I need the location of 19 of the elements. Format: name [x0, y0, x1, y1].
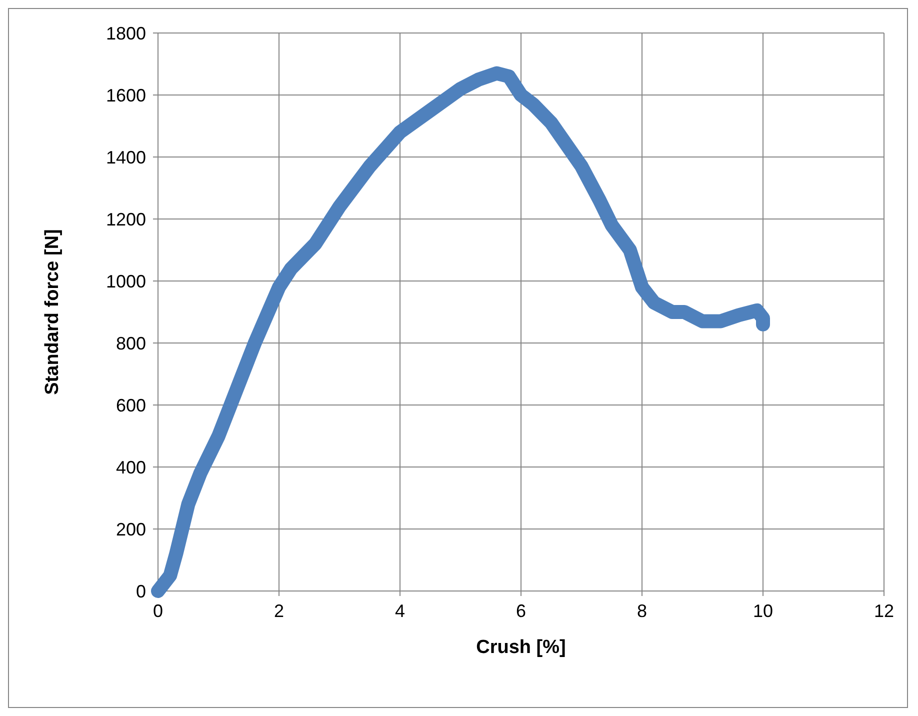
- y-tick-label: 200: [116, 519, 146, 540]
- x-tick-label: 12: [874, 601, 894, 621]
- x-tick-label: 10: [752, 601, 774, 621]
- y-tick-label: 400: [116, 457, 146, 478]
- x-tick-label: 4: [394, 601, 406, 621]
- x-tick-label: 6: [516, 601, 526, 621]
- y-tick-label: 1200: [106, 209, 146, 230]
- x-tick-label: 2: [274, 601, 284, 621]
- y-axis-title: Standard force [N]: [42, 229, 63, 395]
- y-tick-label: 1800: [106, 23, 146, 44]
- y-tick-label: 0: [136, 581, 146, 602]
- y-tick-label: 1600: [106, 85, 146, 106]
- x-axis-title: Crush [%]: [476, 637, 566, 658]
- x-tick-label: 8: [636, 601, 648, 621]
- y-tick-label: 800: [116, 333, 146, 354]
- y-tick-label: 600: [116, 395, 146, 416]
- x-tick-label: 0: [152, 601, 164, 621]
- y-tick-label: 1000: [106, 271, 146, 292]
- y-tick-label: 1400: [106, 147, 146, 168]
